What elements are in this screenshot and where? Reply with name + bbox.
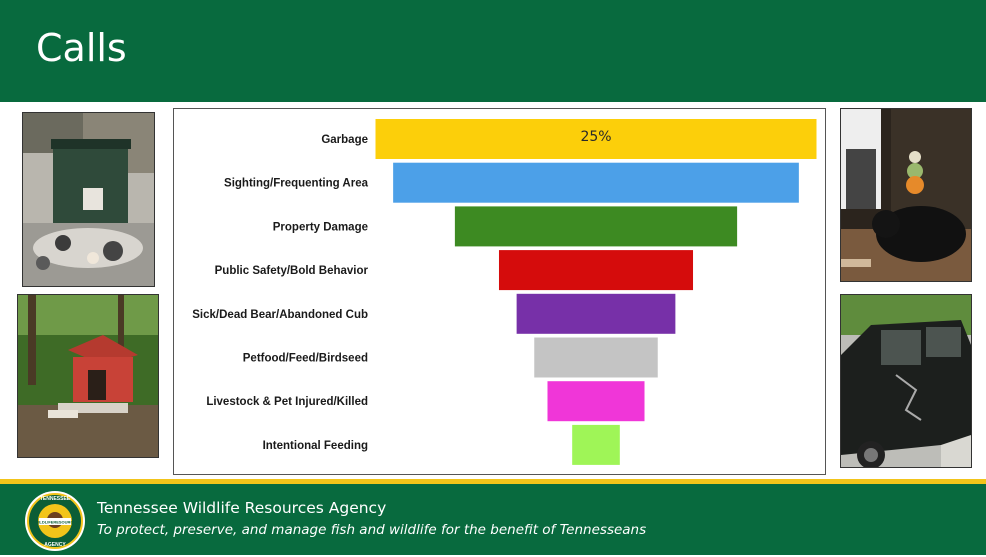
footer-stripe xyxy=(0,479,986,484)
funnel-bar-6 xyxy=(547,381,645,422)
svg-text:AGENCY: AGENCY xyxy=(44,542,66,548)
funnel-bar-4 xyxy=(516,293,676,334)
svg-text:TENNESSEE: TENNESSEE xyxy=(40,496,71,502)
svg-text:WILDLIFE: WILDLIFE xyxy=(35,520,54,525)
agency-tagline: To protect, preserve, and manage fish an… xyxy=(97,522,647,538)
category-label-4: Sick/Dead Bear/Abandoned Cub xyxy=(192,309,368,321)
chart-canvas: Garbage 25% Sighting/Frequenting Area Prope… xyxy=(192,119,817,465)
slide-title: Calls xyxy=(36,26,127,70)
bear-on-porch-photo xyxy=(840,108,972,282)
funnel-bar-0 xyxy=(375,119,817,159)
calls-funnel-chart: Garbage 25% Sighting/Frequenting Area Prope… xyxy=(173,108,826,475)
damaged-car-photo xyxy=(840,294,972,468)
funnel-bar-7 xyxy=(572,424,620,465)
funnel-bar-2 xyxy=(454,206,738,247)
category-label-1: Sighting/Frequenting Area xyxy=(224,178,369,190)
funnel-bar-3 xyxy=(498,250,694,291)
category-label-7: Intentional Feeding xyxy=(263,440,368,452)
category-label-6: Livestock & Pet Injured/Killed xyxy=(206,396,368,408)
category-label-5: Petfood/Feed/Birdseed xyxy=(243,353,368,365)
slide-footer xyxy=(0,484,986,555)
damaged-shed-photo xyxy=(17,294,159,458)
svg-text:RESOURCES: RESOURCES xyxy=(53,520,79,525)
data-label-0: 25% xyxy=(580,129,611,145)
funnel-bar-1 xyxy=(393,162,799,203)
funnel-bar-5 xyxy=(534,337,658,378)
agency-name: Tennessee Wildlife Resources Agency xyxy=(97,499,387,517)
twra-logo: TENNESSEE WILDLIFE RESOURCES AGENCY xyxy=(24,490,86,552)
category-label-3: Public Safety/Bold Behavior xyxy=(215,265,369,277)
category-label-0: Garbage xyxy=(321,134,368,146)
dumpster-garbage-photo xyxy=(22,112,155,287)
category-label-2: Property Damage xyxy=(273,221,368,233)
slide-header: Calls xyxy=(0,0,986,102)
